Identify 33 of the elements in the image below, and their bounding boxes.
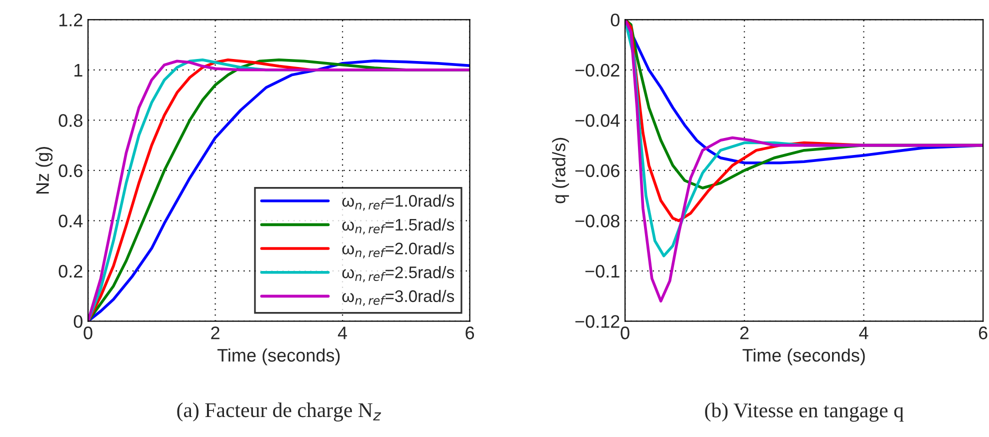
y-axis-title: q (rad/s) <box>552 138 569 204</box>
x-tick-label: 4 <box>338 326 348 340</box>
y-tick-label: −0.1 <box>585 264 620 278</box>
y-tick-label: 0 <box>610 14 620 26</box>
text: (a) Facteur de charge N$_{z}$ <box>177 402 382 422</box>
y-tick-label: −0.02 <box>575 64 620 77</box>
y-tick-label: 0.2 <box>58 264 82 278</box>
legend-label: ω$_{n,ref}$=2.5rad/s <box>342 266 454 282</box>
x-tick-label: 6 <box>978 326 988 340</box>
x-axis-title: Time (seconds) <box>742 348 865 366</box>
y-tick-label: −0.04 <box>575 114 620 127</box>
x-axis-title: Time (seconds) <box>217 348 340 366</box>
y-tick-label: 0.8 <box>58 114 82 127</box>
y-tick-label: −0.08 <box>575 214 620 228</box>
y-tick-label: 1.2 <box>59 14 82 26</box>
x-tick-label: 2 <box>740 326 748 340</box>
text: (b) Vitesse en tangage q <box>705 402 904 422</box>
y-tick-label: 0.4 <box>58 214 83 228</box>
legend-label: ω$_{n,ref}$=1.5rad/s <box>342 218 454 235</box>
x-tick-label: 0 <box>620 326 630 340</box>
x-tick-label: 6 <box>466 326 474 340</box>
x-tick-label: 2 <box>211 326 220 340</box>
y-tick-label: 1 <box>74 64 82 76</box>
legend-label: ω$_{n,ref}$=2.0rad/s <box>342 242 454 258</box>
y-axis-title: Nz (g) <box>36 146 53 194</box>
y-tick-label: 0 <box>74 315 82 328</box>
y-tick-label: −0.12 <box>575 315 620 328</box>
legend-label: ω$_{n,ref}$=1.0rad/s <box>342 194 454 211</box>
y-tick-label: −0.06 <box>575 164 620 178</box>
x-tick-label: 4 <box>859 326 868 340</box>
legend-label: ω$_{n,ref}$=3.0rad/s <box>342 290 454 306</box>
x-tick-label: 0 <box>84 326 92 340</box>
y-tick-label: 0.6 <box>58 164 82 178</box>
